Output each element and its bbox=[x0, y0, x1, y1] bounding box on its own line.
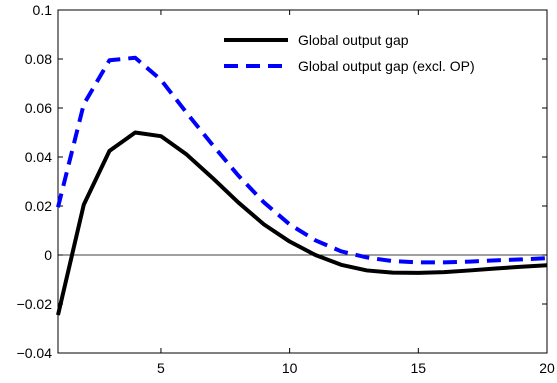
x-tick-label-20: 20 bbox=[539, 360, 555, 376]
y-tick-label-0-08: 0.08 bbox=[25, 51, 52, 67]
y-tick-label-0-06: 0.06 bbox=[25, 100, 52, 116]
y-tick-label-0-04: 0.04 bbox=[25, 149, 52, 165]
legend: Global output gap Global output gap (exc… bbox=[218, 26, 540, 84]
legend-box bbox=[218, 26, 540, 84]
series-line-global-output-gap-excl-op bbox=[56, 55, 548, 265]
y-tick-label-0-02: −0.02 bbox=[17, 296, 53, 312]
series-line-global-output-gap bbox=[56, 130, 548, 316]
x-tick-label-10: 10 bbox=[282, 360, 298, 376]
series-layer bbox=[56, 55, 548, 316]
y-tick-label-0: 0 bbox=[44, 247, 52, 263]
legend-label-global-output-gap-excl-op: Global output gap (excl. OP) bbox=[298, 58, 475, 74]
y-tick-label-0-04: −0.04 bbox=[17, 345, 53, 361]
legend-label-global-output-gap: Global output gap bbox=[298, 32, 409, 48]
y-tick-label-0-1: 0.1 bbox=[33, 2, 53, 18]
y-tick-label-0-02: 0.02 bbox=[25, 198, 52, 214]
axis-ticks: −0.04 −0.02 0 0.02 0.04 0.06 0.08 0.1 5 10 15 20 bbox=[17, 2, 555, 376]
x-tick-label-15: 15 bbox=[411, 360, 427, 376]
plot-frame bbox=[57, 9, 548, 354]
x-tick-label-5: 5 bbox=[157, 360, 165, 376]
